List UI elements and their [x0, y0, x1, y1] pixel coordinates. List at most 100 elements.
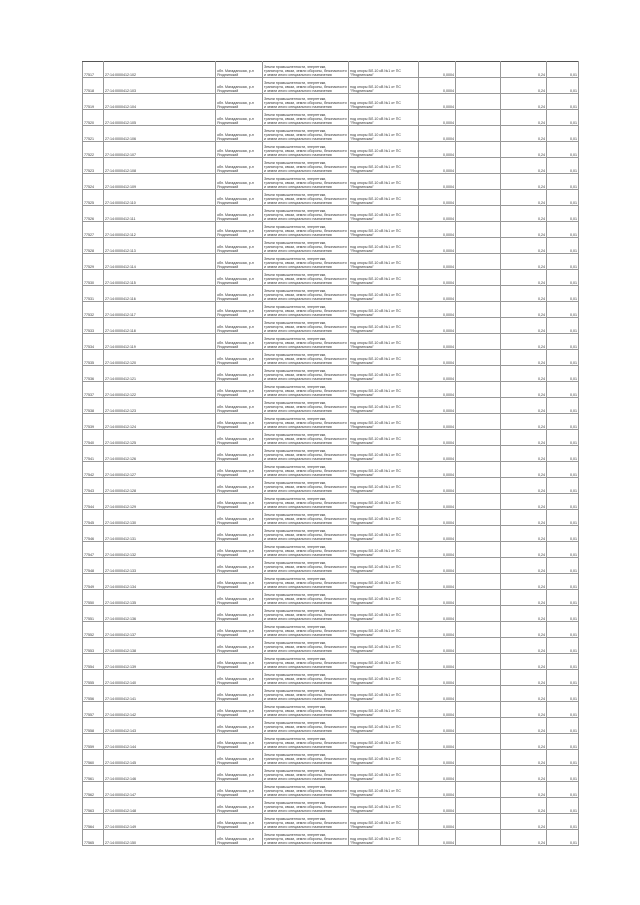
value-cell: 0,24 — [500, 685, 547, 702]
table-row: 77544 27:14:0000412:129 обл. Магаданская, … — [82, 493, 579, 510]
rate-cell: 0,01 — [546, 653, 579, 670]
rate-cell: 0,01 — [546, 829, 579, 846]
value-cell: 0,24 — [500, 397, 547, 414]
purpose-cell: под опоры ВЛ-10 кВ №1 от ПС "Ягоднинская… — [348, 557, 419, 574]
value-cell: 0,24 — [500, 413, 547, 430]
value-cell: 0,24 — [500, 669, 547, 686]
empty-cell — [455, 77, 501, 94]
cadastral-number-cell: 27:14:0000412:148 — [103, 797, 216, 814]
value-cell: 0,24 — [500, 653, 547, 670]
value-cell: 0,24 — [500, 205, 547, 222]
address-cell: обл. Магаданская, р-н Ягоднинский — [215, 285, 263, 302]
address-cell: обл. Магаданская, р-н Ягоднинский — [215, 525, 263, 542]
land-category-cell: Земли промышленности, энергетики, трансп… — [262, 669, 349, 686]
address-cell: обл. Магаданская, р-н Ягоднинский — [215, 253, 263, 270]
cadastral-number-cell: 27:14:0000412:102 — [103, 61, 216, 78]
rate-cell: 0,01 — [546, 557, 579, 574]
table-row: 77518 27:14:0000412:103 обл. Магаданская, … — [82, 77, 579, 94]
rate-cell: 0,01 — [546, 749, 579, 766]
cadastral-number-cell: 27:14:0000412:136 — [103, 605, 216, 622]
rate-cell: 0,01 — [546, 141, 579, 158]
rate-cell: 0,01 — [546, 717, 579, 734]
parcel-id-cell: 77559 — [82, 733, 104, 750]
address-cell: обл. Магаданская, р-н Ягоднинский — [215, 333, 263, 350]
table-row: 77551 27:14:0000412:136 обл. Магаданская, … — [82, 605, 579, 622]
rate-cell: 0,01 — [546, 125, 579, 142]
area-cell: 0,0004 — [418, 445, 456, 462]
parcel-id-cell: 77558 — [82, 717, 104, 734]
land-category-cell: Земли промышленности, энергетики, трансп… — [262, 765, 349, 782]
purpose-cell: под опоры ВЛ-10 кВ №1 от ПС "Ягоднинская… — [348, 749, 419, 766]
area-cell: 0,0004 — [418, 125, 456, 142]
land-category-cell: Земли промышленности, энергетики, трансп… — [262, 813, 349, 830]
address-cell: обл. Магаданская, р-н Ягоднинский — [215, 93, 263, 110]
land-category-cell: Земли промышленности, энергетики, трансп… — [262, 285, 349, 302]
cadastral-number-cell: 27:14:0000412:133 — [103, 557, 216, 574]
empty-cell — [455, 413, 501, 430]
empty-cell — [455, 269, 501, 286]
table-row: 77522 27:14:0000412:107 обл. Магаданская, … — [82, 141, 579, 158]
value-cell: 0,24 — [500, 253, 547, 270]
address-cell: обл. Магаданская, р-н Ягоднинский — [215, 205, 263, 222]
empty-cell — [455, 237, 501, 254]
area-cell: 0,0004 — [418, 493, 456, 510]
area-cell: 0,0004 — [418, 765, 456, 782]
land-category-cell: Земли промышленности, энергетики, трансп… — [262, 797, 349, 814]
rate-cell: 0,01 — [546, 701, 579, 718]
parcel-id-cell: 77525 — [82, 189, 104, 206]
cadastral-number-cell: 27:14:0000412:126 — [103, 445, 216, 462]
table-row: 77521 27:14:0000412:106 обл. Магаданская, … — [82, 125, 579, 142]
land-category-cell: Земли промышленности, энергетики, трансп… — [262, 829, 349, 846]
table-row: 77519 27:14:0000412:104 обл. Магаданская, … — [82, 93, 579, 110]
value-cell: 0,24 — [500, 637, 547, 654]
address-cell: обл. Магаданская, р-н Ягоднинский — [215, 605, 263, 622]
value-cell: 0,24 — [500, 525, 547, 542]
table-row: 77561 27:14:0000412:146 обл. Магаданская, … — [82, 765, 579, 782]
table-row: 77539 27:14:0000412:124 обл. Магаданская, … — [82, 413, 579, 430]
parcel-id-cell: 77556 — [82, 685, 104, 702]
value-cell: 0,24 — [500, 157, 547, 174]
address-cell: обл. Магаданская, р-н Ягоднинский — [215, 477, 263, 494]
empty-cell — [455, 541, 501, 558]
area-cell: 0,0004 — [418, 413, 456, 430]
table-row: 77535 27:14:0000412:120 обл. Магаданская, … — [82, 349, 579, 366]
empty-cell — [455, 205, 501, 222]
area-cell: 0,0004 — [418, 701, 456, 718]
land-category-cell: Земли промышленности, энергетики, трансп… — [262, 333, 349, 350]
empty-cell — [455, 477, 501, 494]
area-cell: 0,0004 — [418, 429, 456, 446]
table-row: 77534 27:14:0000412:119 обл. Магаданская, … — [82, 333, 579, 350]
rate-cell: 0,01 — [546, 621, 579, 638]
cadastral-number-cell: 27:14:0000412:147 — [103, 781, 216, 798]
table-row: 77548 27:14:0000412:133 обл. Магаданская, … — [82, 557, 579, 574]
table-row: 77528 27:14:0000412:113 обл. Магаданская, … — [82, 237, 579, 254]
purpose-cell: под опоры ВЛ-10 кВ №1 от ПС "Ягоднинская… — [348, 733, 419, 750]
empty-cell — [455, 349, 501, 366]
value-cell: 0,24 — [500, 317, 547, 334]
rate-cell: 0,01 — [546, 349, 579, 366]
area-cell: 0,0004 — [418, 301, 456, 318]
rate-cell: 0,01 — [546, 269, 579, 286]
area-cell: 0,0004 — [418, 717, 456, 734]
table-row: 77564 27:14:0000412:149 обл. Магаданская, … — [82, 813, 579, 830]
value-cell: 0,24 — [500, 141, 547, 158]
purpose-cell: под опоры ВЛ-10 кВ №1 от ПС "Ягоднинская… — [348, 781, 419, 798]
value-cell: 0,24 — [500, 765, 547, 782]
land-category-cell: Земли промышленности, энергетики, трансп… — [262, 205, 349, 222]
empty-cell — [455, 797, 501, 814]
parcel-id-cell: 77554 — [82, 653, 104, 670]
table-row: 77547 27:14:0000412:132 обл. Магаданская, … — [82, 541, 579, 558]
empty-cell — [455, 493, 501, 510]
cadastral-number-cell: 27:14:0000412:128 — [103, 477, 216, 494]
area-cell: 0,0004 — [418, 637, 456, 654]
area-cell: 0,0004 — [418, 461, 456, 478]
rate-cell: 0,01 — [546, 301, 579, 318]
empty-cell — [455, 461, 501, 478]
purpose-cell: под опоры ВЛ-10 кВ №1 от ПС "Ягоднинская… — [348, 237, 419, 254]
purpose-cell: под опоры ВЛ-10 кВ №1 от ПС "Ягоднинская… — [348, 381, 419, 398]
area-cell: 0,0004 — [418, 61, 456, 78]
rate-cell: 0,01 — [546, 397, 579, 414]
land-category-cell: Земли промышленности, энергетики, трансп… — [262, 413, 349, 430]
purpose-cell: под опоры ВЛ-10 кВ №1 от ПС "Ягоднинская… — [348, 445, 419, 462]
cadastral-number-cell: 27:14:0000412:105 — [103, 109, 216, 126]
